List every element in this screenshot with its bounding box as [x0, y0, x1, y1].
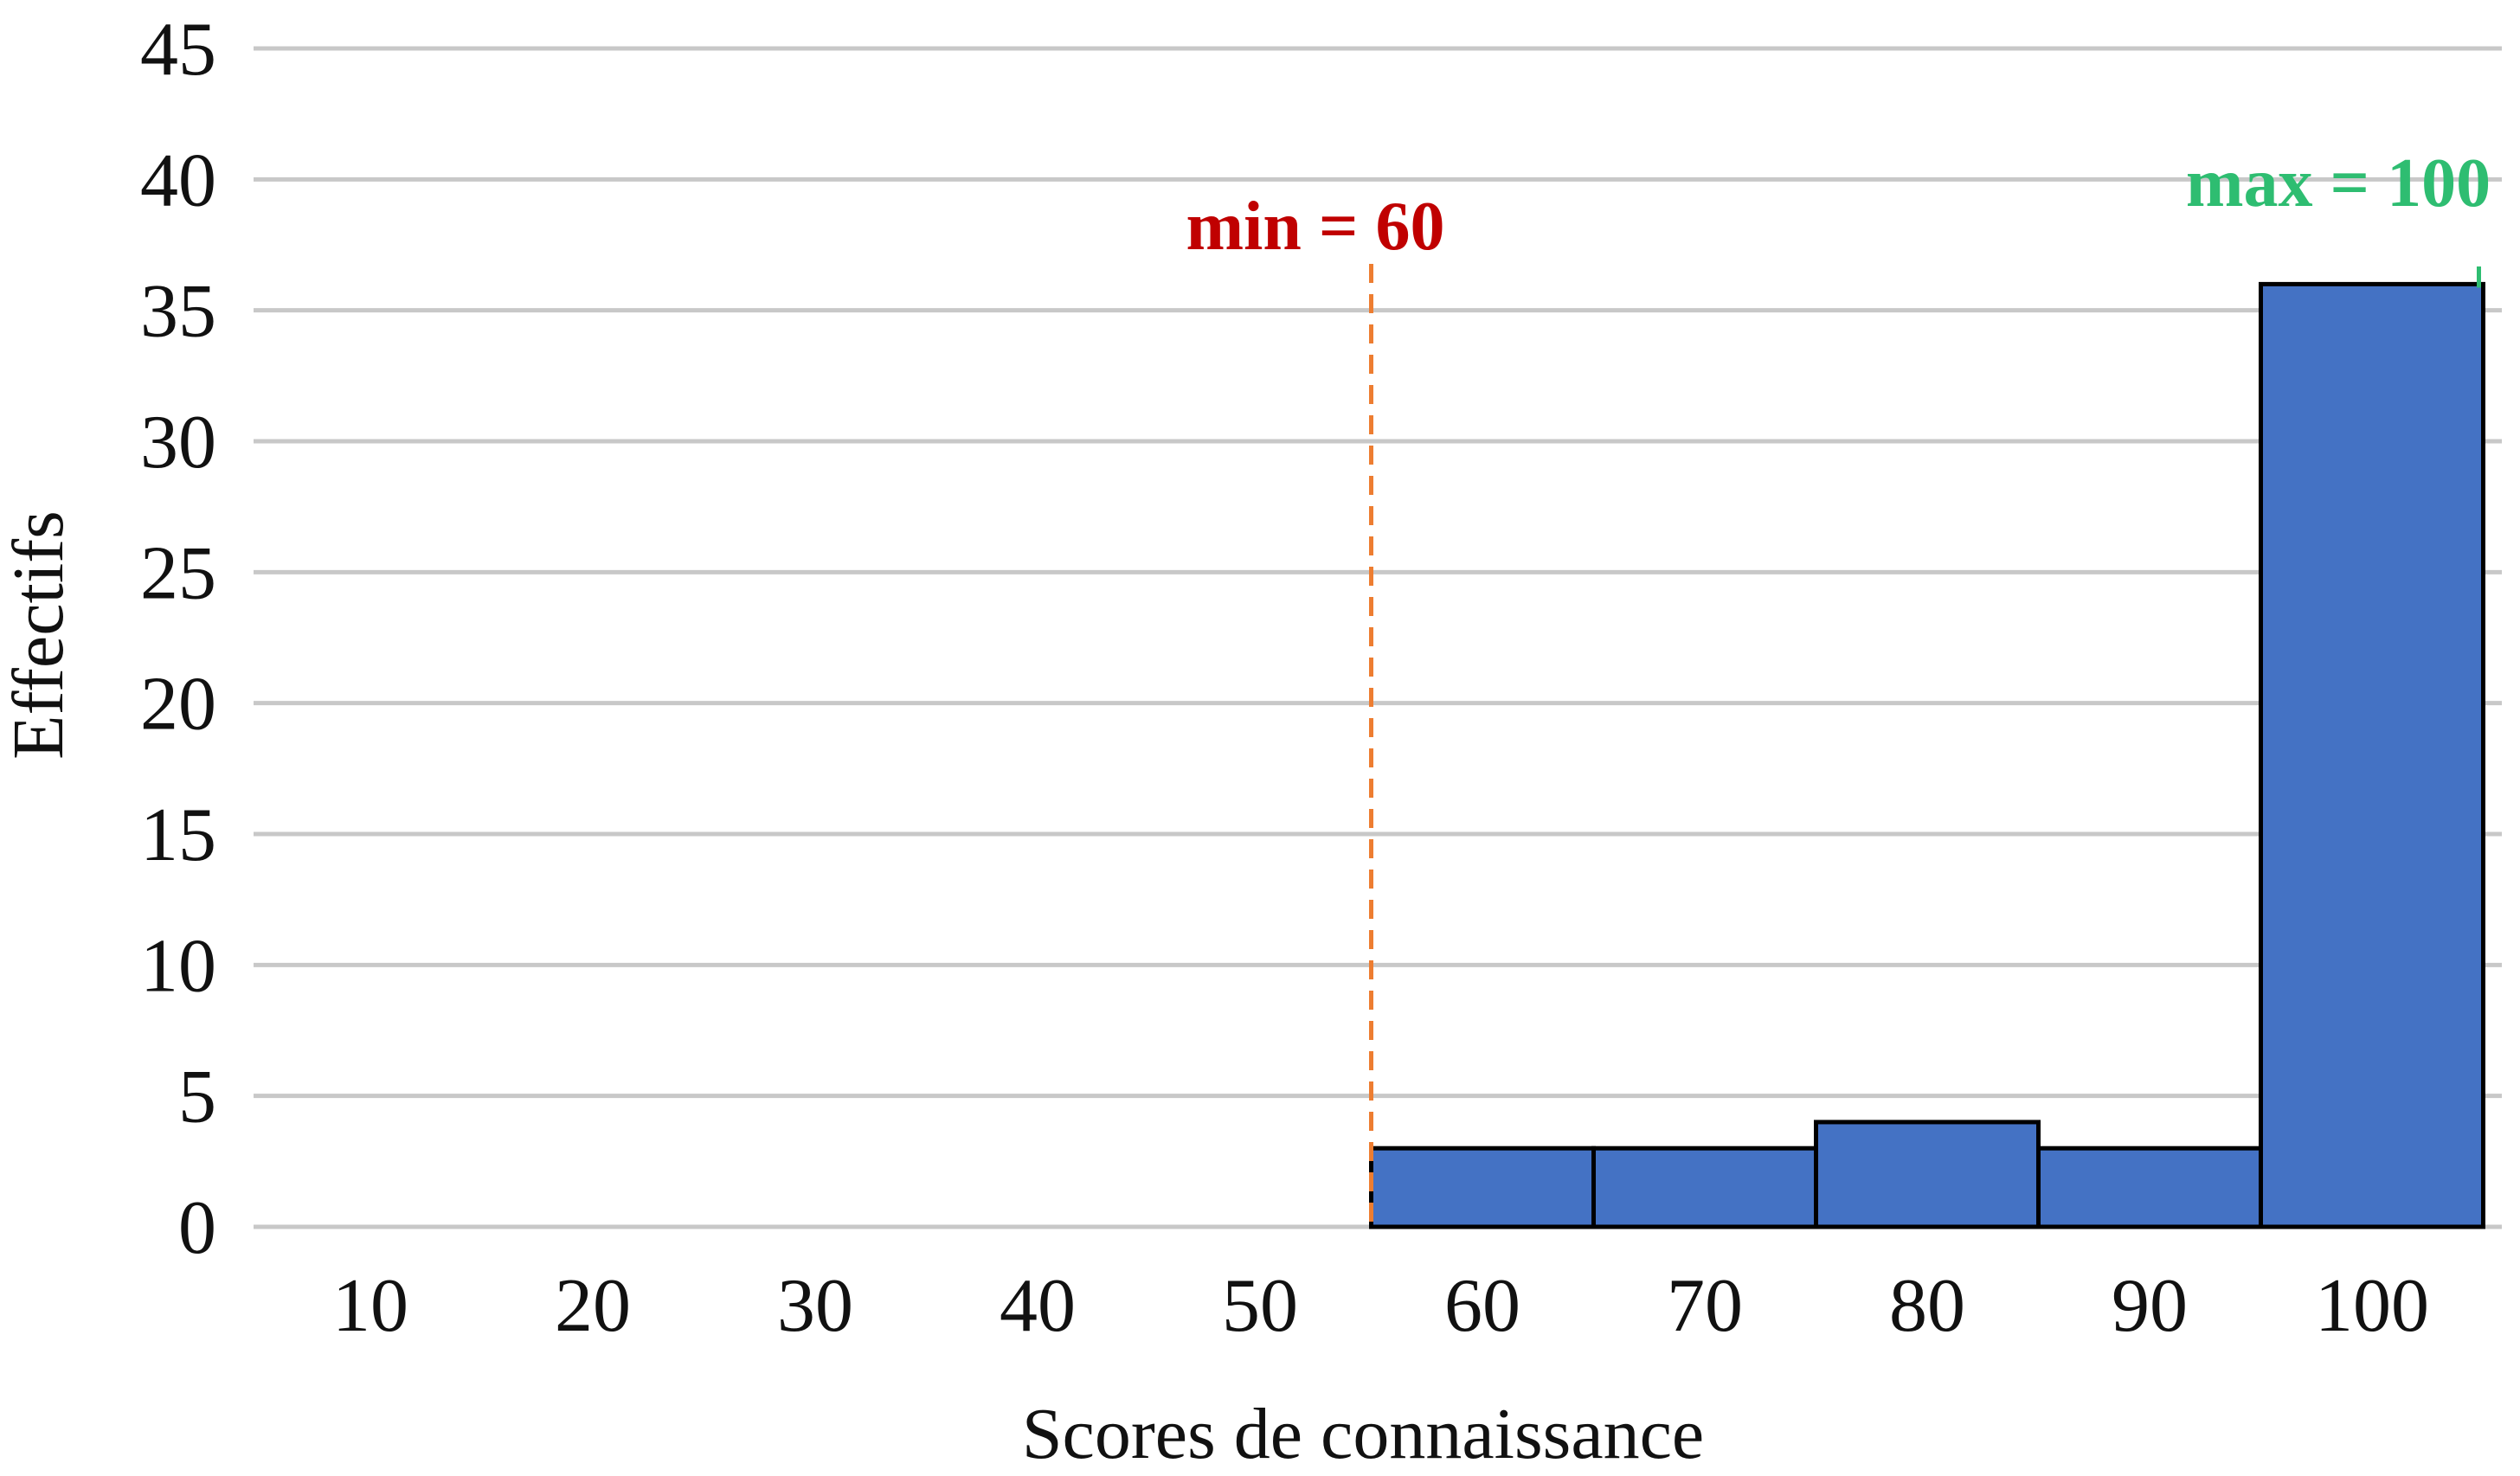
y-tick-label: 30 [140, 401, 216, 485]
annotations: min = 60 max = 100 [1186, 145, 2491, 1227]
bar-80 [1814, 1120, 2041, 1229]
x-tick-label: 80 [1889, 1264, 1965, 1348]
bar-100 [2259, 281, 2485, 1229]
bar-60 [1369, 1146, 1596, 1229]
y-tick-labels: 0 5 10 15 20 25 30 35 40 45 [140, 8, 216, 1270]
x-tick-label: 40 [1000, 1264, 1076, 1348]
y-tick-label: 15 [140, 793, 216, 877]
x-tick-label: 70 [1667, 1264, 1743, 1348]
x-tick-label: 60 [1444, 1264, 1520, 1348]
x-tick-label: 90 [2112, 1264, 2188, 1348]
x-tick-label: 20 [555, 1264, 631, 1348]
x-tick-labels: 10 20 30 40 50 60 70 80 90 100 [332, 1264, 2429, 1348]
x-tick-label: 100 [2315, 1264, 2429, 1348]
y-tick-label: 10 [140, 924, 216, 1008]
y-axis-title: Effectifs [0, 510, 79, 760]
y-tick-label: 40 [140, 138, 216, 222]
x-tick-label: 10 [332, 1264, 408, 1348]
gridlines [254, 46, 2502, 1229]
y-tick-label: 25 [140, 531, 216, 615]
min-annotation: min = 60 [1186, 189, 1445, 265]
bar-70 [1591, 1146, 1818, 1229]
y-tick-label: 45 [140, 8, 216, 92]
y-tick-label: 20 [140, 663, 216, 747]
x-tick-label: 30 [777, 1264, 853, 1348]
y-tick-label: 0 [178, 1186, 216, 1270]
max-annotation: max = 100 [2186, 145, 2491, 221]
x-tick-label: 50 [1222, 1264, 1298, 1348]
bar-90 [2036, 1146, 2263, 1229]
y-tick-label: 35 [140, 270, 216, 354]
bars [1369, 281, 2485, 1229]
y-tick-label: 5 [178, 1056, 216, 1139]
x-axis-title: Scores de connaissance [1022, 1394, 1704, 1472]
